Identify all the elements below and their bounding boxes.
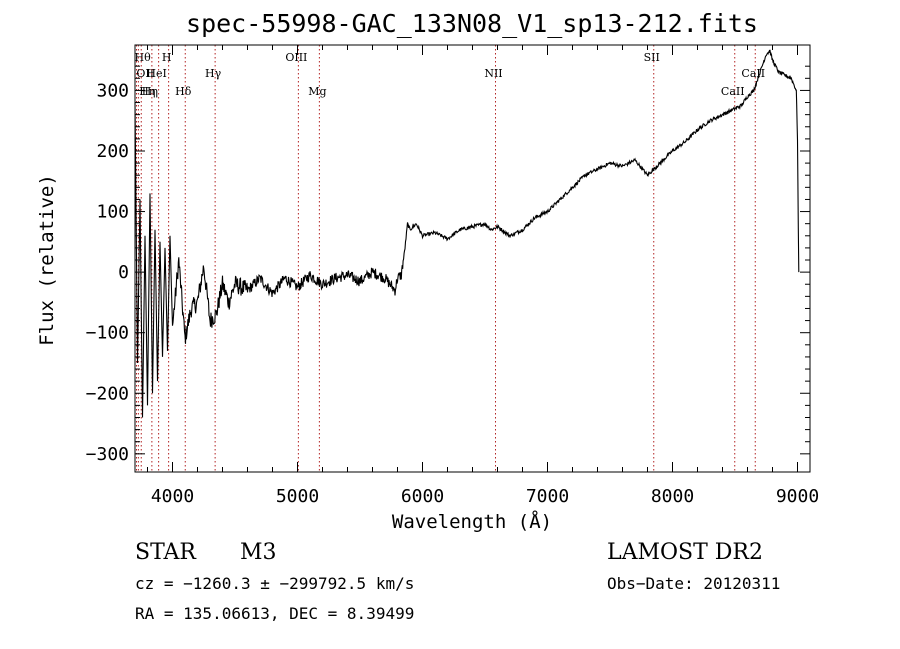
object-class: STAR (135, 540, 197, 565)
line-marker-label: CaII (721, 85, 745, 98)
spectrum-line (134, 49, 800, 418)
line-marker-label: Hθ (135, 51, 152, 64)
x-tick-label: 4000 (151, 486, 194, 507)
line-marker-label: Hη (139, 85, 155, 98)
y-tick-label: 100 (96, 202, 129, 223)
line-marker-label: OIII (285, 51, 307, 64)
y-tick-label: 0 (118, 262, 129, 283)
line-marker-label: H (162, 51, 172, 64)
y-tick-label: 200 (96, 141, 129, 162)
axis-ticks: 4000 5000 6000 7000 8000 9000 −300 −200 −100 0 100… (86, 45, 819, 507)
observation-date: Obs−Date: 20120311 (607, 574, 780, 593)
y-tick-label: 300 (96, 80, 129, 101)
line-marker-label: Mg (308, 85, 326, 98)
line-marker-label: Hγ (205, 67, 222, 80)
y-tick-label: −100 (86, 323, 129, 344)
ra-dec: RA = 135.06613, DEC = 8.39499 (135, 604, 414, 623)
redshift-cz: cz = −1260.3 ± −299792.5 km/s (135, 574, 414, 593)
survey-name: LAMOST DR2 (607, 540, 763, 565)
object-subclass: M3 (240, 540, 277, 565)
y-axis-label: Flux (relative) (36, 174, 58, 346)
line-marker-label: SII (644, 51, 660, 64)
line-marker-label: Hη (142, 85, 158, 98)
plot-frame (134, 44, 811, 473)
line-marker-label: HeI (146, 67, 166, 80)
x-tick-label: 6000 (401, 486, 444, 507)
x-tick-label: 8000 (651, 486, 694, 507)
line-marker-label: CaII (741, 67, 765, 80)
x-tick-label: 5000 (276, 486, 319, 507)
line-marker-label: Hδ (175, 85, 192, 98)
x-tick-label: 7000 (526, 486, 569, 507)
x-axis-label: Wavelength (Å) (392, 510, 552, 533)
chart-title: spec-55998-GAC_133N08_V1_sp13-212.fits (186, 9, 758, 38)
y-tick-label: −200 (86, 383, 129, 404)
x-tick-label: 9000 (776, 486, 819, 507)
y-tick-label: −300 (86, 444, 129, 465)
line-marker-label: NII (484, 67, 502, 80)
